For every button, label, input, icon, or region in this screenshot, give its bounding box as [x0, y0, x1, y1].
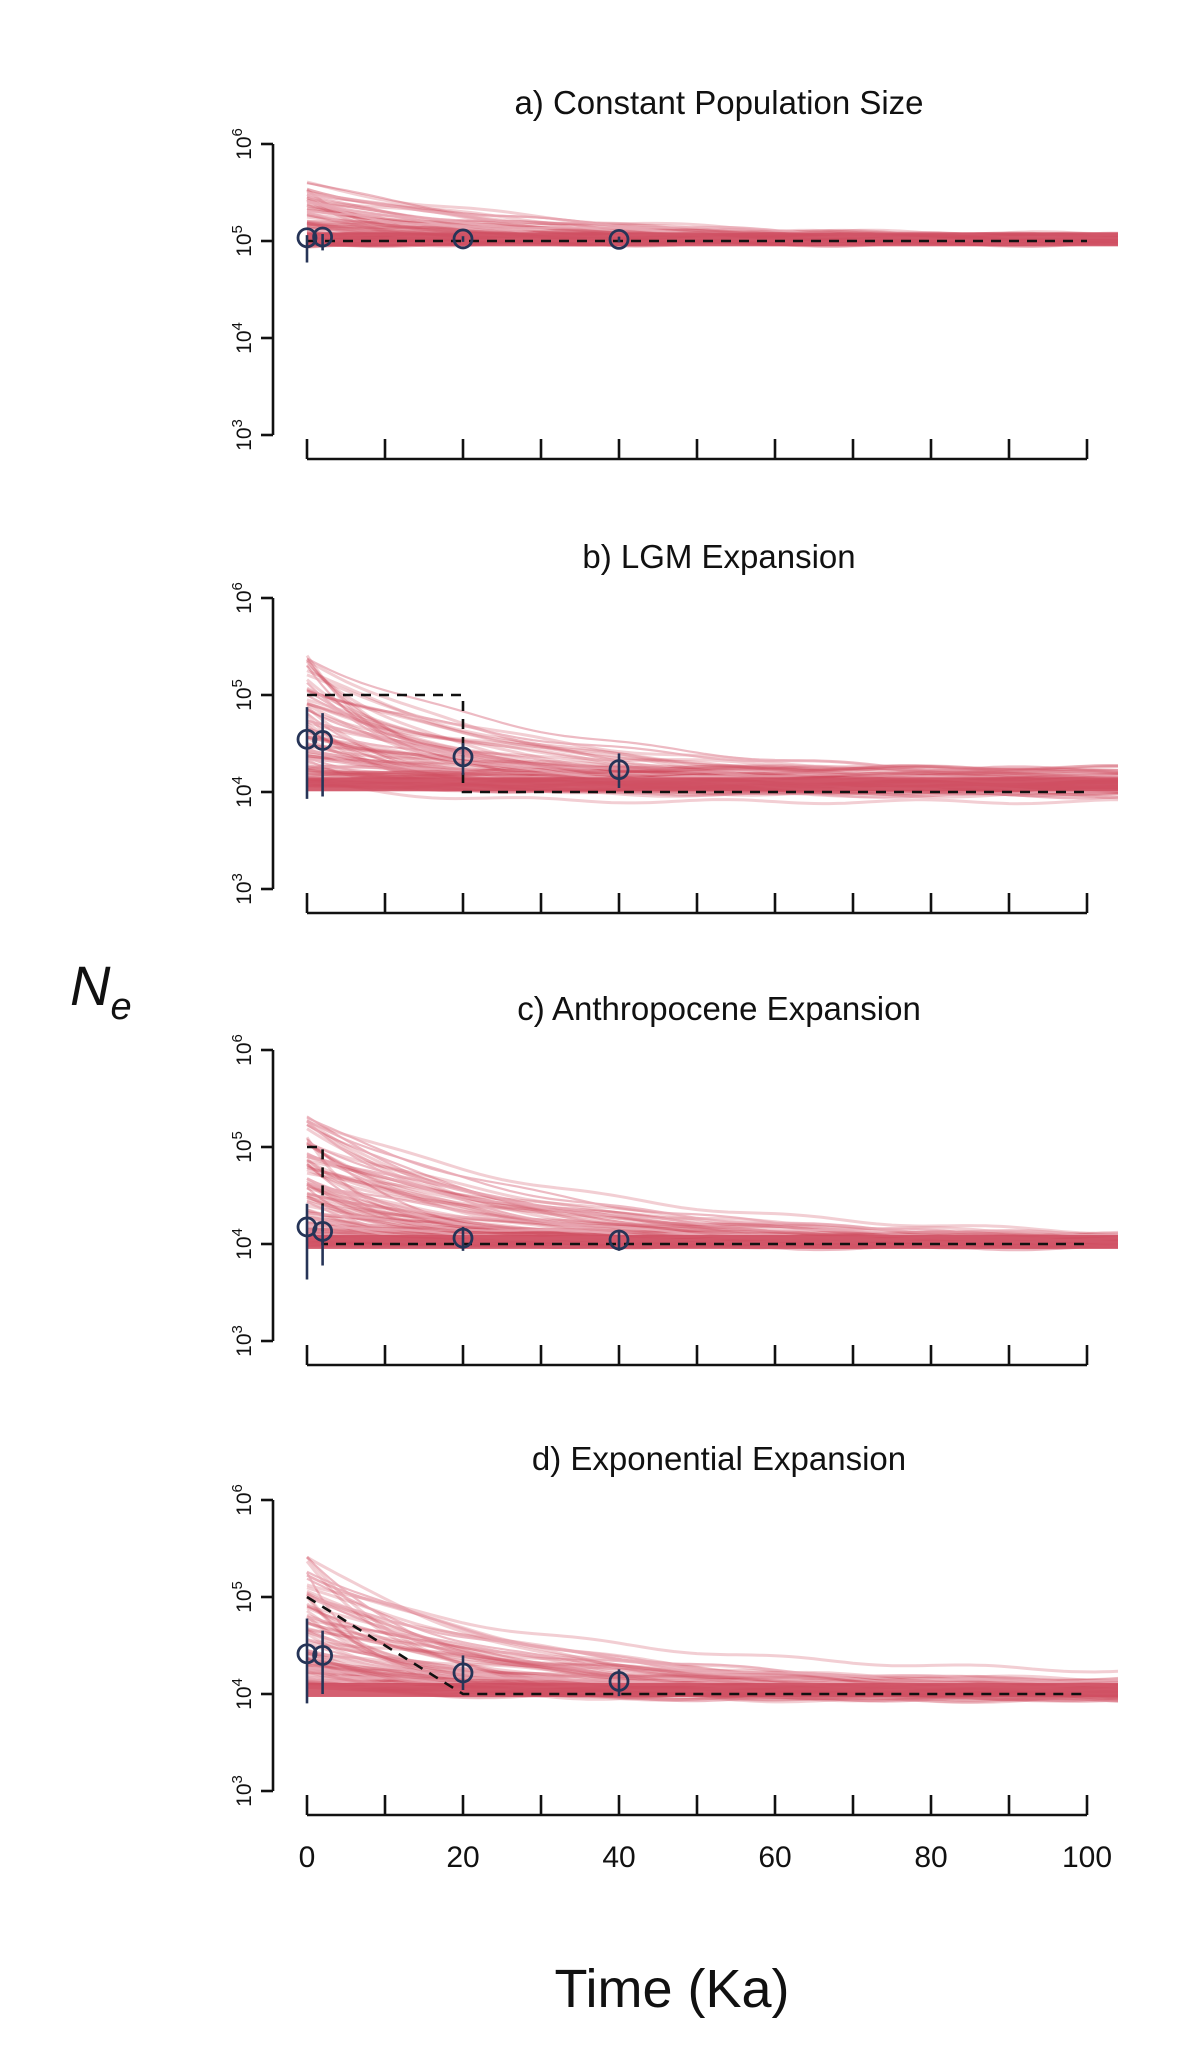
estimate-point — [452, 746, 474, 768]
x-tick-label: 20 — [446, 1841, 479, 1874]
estimate-point — [452, 1662, 474, 1684]
true-history-line — [307, 1145, 1087, 1246]
y-tick-label: 103 — [229, 873, 256, 905]
y-tick-label: 103 — [229, 419, 256, 451]
estimate-point — [312, 226, 334, 248]
estimate-point — [312, 1644, 334, 1666]
x-tick-label: 40 — [602, 1841, 635, 1874]
trajectory-line — [306, 688, 1118, 780]
panel-title: b) LGM Expansion — [582, 538, 855, 575]
y-axis-label: Ne — [70, 954, 132, 1028]
estimate-point — [608, 1229, 630, 1251]
trajectory-group — [306, 180, 1118, 249]
estimate-point — [312, 1220, 334, 1242]
y-axis-label-main: N — [70, 954, 111, 1017]
estimate-point — [452, 1227, 474, 1249]
trajectory-line — [306, 1119, 1118, 1235]
true-history-line — [306, 1595, 1087, 1696]
y-tick-label: 104 — [229, 776, 256, 808]
estimate-point — [452, 228, 474, 250]
y-tick-label: 103 — [229, 1325, 256, 1357]
panel-b: b) LGM Expansion 103 104 105 106 — [229, 538, 1118, 915]
panel-c: c) Anthropocene Expansion 103 104 105 106 — [229, 990, 1118, 1367]
panel-title: a) Constant Population Size — [514, 84, 923, 121]
estimate-point — [296, 728, 318, 750]
estimate-point — [608, 759, 630, 781]
estimate-point — [312, 730, 334, 751]
y-axis-label-subscript: e — [110, 986, 131, 1028]
y-tick-label: 103 — [229, 1775, 256, 1807]
x-tick-label: 0 — [299, 1841, 316, 1874]
y-tick-label: 104 — [229, 1228, 256, 1260]
trajectory-core-band — [307, 777, 1118, 792]
trajectory-group — [305, 654, 1118, 806]
trajectory-line — [306, 764, 1118, 780]
trajectory-line — [306, 1116, 1118, 1238]
panel-title: d) Exponential Expansion — [532, 1440, 906, 1477]
y-tick-label: 105 — [229, 1581, 256, 1613]
trajectory-line — [306, 1583, 1118, 1674]
y-tick-label: 104 — [229, 1678, 256, 1710]
y-tick-label: 106 — [229, 128, 256, 160]
panel-a: a) Constant Population Size 103 104 105 106 — [229, 84, 1118, 461]
trajectory-line — [306, 701, 1118, 779]
x-tick-label: 80 — [914, 1841, 947, 1874]
y-tick-label: 105 — [229, 679, 256, 711]
trajectory-line — [306, 689, 1118, 785]
trajectory-line — [306, 764, 1118, 782]
trajectory-group — [305, 1115, 1118, 1252]
panel-title: c) Anthropocene Expansion — [517, 990, 921, 1027]
estimate-point — [296, 1643, 318, 1665]
y-tick-label: 104 — [229, 322, 256, 354]
trajectory-core-band — [307, 1234, 1118, 1249]
y-tick-label: 106 — [229, 1034, 256, 1066]
trajectory-line — [306, 1595, 1118, 1684]
x-tick-label: 60 — [758, 1841, 791, 1874]
trajectory-line — [306, 777, 1118, 806]
panel-d: d) Exponential Expansion 103 104 105 106 0 20 4… — [229, 1440, 1118, 1874]
trajectory-line — [306, 1621, 1118, 1690]
estimate-point — [608, 228, 630, 250]
trajectory-line — [306, 702, 1118, 776]
trajectory-core-band — [307, 232, 1118, 247]
trajectory-line — [306, 689, 1118, 776]
estimate-point — [296, 227, 318, 249]
x-axis-label: Time (Ka) — [554, 1959, 789, 2019]
trajectory-line — [306, 767, 1118, 786]
y-tick-label: 106 — [229, 582, 256, 614]
y-tick-label: 105 — [229, 225, 256, 257]
trajectory-line — [306, 1119, 1118, 1238]
panels: a) Constant Population Size103104105106b… — [229, 84, 1118, 1874]
y-tick-label: 106 — [229, 1484, 256, 1516]
trajectory-line — [306, 1141, 1118, 1241]
trajectory-line — [306, 764, 1118, 778]
y-tick-label: 105 — [229, 1131, 256, 1163]
estimate-point — [608, 1670, 630, 1692]
x-tick-label: 100 — [1062, 1841, 1112, 1874]
trajectory-group — [305, 1555, 1118, 1704]
